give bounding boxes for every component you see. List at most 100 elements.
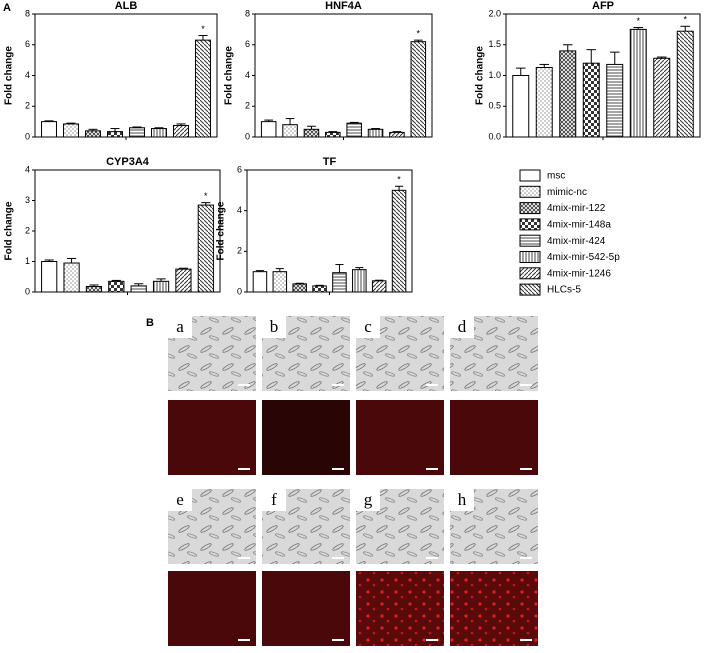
fluorescence-image (450, 400, 538, 475)
bar (197, 204, 214, 293)
plot-frame (34, 13, 218, 138)
plot-frame (505, 13, 701, 138)
y-tick-label: 1.5 (488, 39, 501, 49)
bar (195, 39, 211, 138)
legend-swatch (519, 218, 541, 231)
y-tick-label: 6 (25, 39, 30, 49)
bar (41, 261, 58, 293)
image-label: e (176, 490, 184, 509)
y-tick-label: 1 (25, 256, 30, 266)
significance-marker: * (397, 175, 401, 185)
label-box (262, 316, 286, 338)
y-tick-label: 4 (25, 70, 30, 80)
label-box (356, 489, 380, 511)
bar (173, 124, 189, 138)
y-tick-label: 4 (25, 164, 30, 174)
legend-swatch (519, 234, 541, 247)
significance-marker: * (636, 16, 640, 26)
legend-swatch (519, 267, 541, 280)
bar (325, 131, 341, 138)
y-tick-label: 6 (237, 164, 242, 174)
bar (371, 280, 387, 293)
bar (582, 62, 600, 138)
panel-label: B (146, 317, 154, 329)
y-tick-label: 3 (25, 195, 30, 205)
label-box (168, 316, 192, 338)
fluorescence-image (356, 571, 444, 646)
y-tick-label: 0 (245, 131, 250, 141)
bar (272, 271, 288, 293)
bar (410, 41, 427, 138)
bar (389, 131, 405, 138)
chart-title: AFP (592, 0, 614, 12)
label-box (356, 316, 380, 338)
label-box (168, 489, 192, 511)
bar (367, 128, 384, 138)
y-axis-label: Fold change (224, 46, 235, 105)
bar (260, 121, 277, 138)
bar (535, 67, 553, 138)
fluorescence-image (262, 571, 350, 646)
legend-label: mimic-nc (547, 187, 587, 198)
bar (41, 121, 57, 138)
label-box (450, 316, 474, 338)
bar (352, 269, 367, 293)
bar (653, 57, 671, 138)
y-axis-label: Fold change (475, 46, 486, 105)
chart-title: CYP3A4 (106, 156, 150, 168)
bar (108, 280, 125, 293)
y-axis-label: Fold change (4, 46, 15, 105)
y-tick-label: 2 (245, 101, 250, 111)
bar (107, 131, 123, 138)
legend-label: 4mix-mir-148a (547, 220, 611, 231)
y-tick-label: 2.0 (488, 8, 501, 18)
bar (312, 285, 327, 293)
image-label: h (458, 490, 467, 509)
y-tick-label: 0 (25, 286, 30, 296)
bar (606, 63, 624, 138)
legend-label: msc (547, 171, 565, 182)
bar (252, 271, 268, 293)
y-tick-label: 4 (237, 205, 242, 215)
chart-title: ALB (115, 0, 138, 12)
image-label: d (458, 317, 467, 336)
panel-label: A (3, 2, 11, 14)
y-axis-label: Fold change (4, 201, 15, 260)
y-tick-label: 4 (245, 70, 250, 80)
y-tick-label: 0.0 (488, 131, 501, 141)
y-tick-label: 2 (237, 246, 242, 256)
plot-frame (34, 169, 221, 293)
image-label: a (176, 317, 184, 336)
legend-label: HLCs-5 (547, 285, 581, 296)
legend-swatch (519, 202, 541, 215)
bar (346, 122, 362, 138)
fluorescence-image (450, 571, 538, 646)
chart-title: TF (323, 156, 337, 168)
legend-swatch (519, 185, 541, 198)
legend-label: 4mix-mir-542-5p (547, 252, 620, 263)
bar (130, 285, 147, 293)
bar (629, 28, 647, 138)
legend-swatch (519, 251, 541, 263)
bar (129, 127, 145, 138)
bar (292, 283, 307, 293)
significance-marker: * (683, 15, 687, 25)
bar (85, 286, 103, 293)
y-tick-label: 1.0 (488, 70, 501, 80)
y-tick-label: 0 (237, 286, 242, 296)
bar (151, 128, 167, 138)
significance-marker: * (204, 191, 208, 201)
bar (303, 128, 320, 138)
bar (63, 123, 79, 138)
legend-label: 4mix-mir-1246 (547, 268, 611, 279)
chart-title: HNF4A (325, 0, 362, 12)
y-axis-label: Fold change (216, 201, 227, 260)
bar (85, 130, 101, 138)
image-label: b (270, 317, 279, 336)
y-tick-label: 8 (25, 8, 30, 18)
legend-swatch (519, 283, 541, 296)
bar (282, 124, 298, 138)
image-label: g (364, 490, 373, 509)
bar (512, 75, 530, 138)
